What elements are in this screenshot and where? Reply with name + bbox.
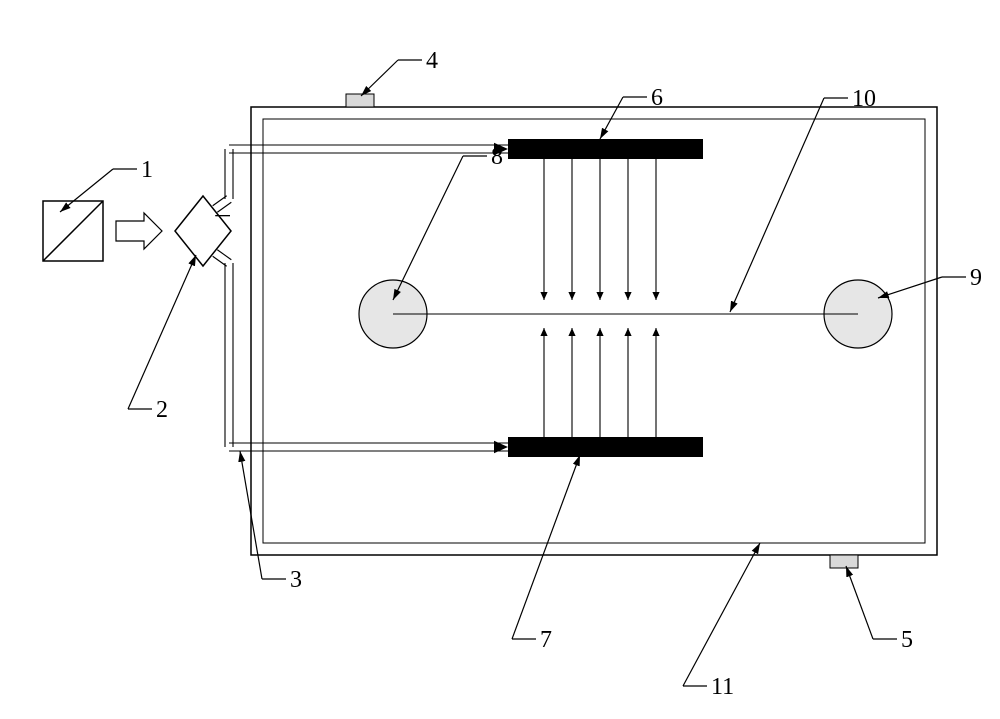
callout-label-1: 1 <box>141 157 153 183</box>
callout-label-11: 11 <box>711 674 734 700</box>
callout-11: 11 <box>683 543 760 700</box>
spray-arrows <box>540 159 659 437</box>
callout-5: 5 <box>846 566 913 653</box>
callout-label-9: 9 <box>970 265 982 291</box>
pipe <box>213 143 508 213</box>
callout-4: 4 <box>361 48 438 96</box>
callout-label-4: 4 <box>426 48 438 74</box>
emitter-top <box>508 139 703 159</box>
callout-label-2: 2 <box>156 397 168 423</box>
port-top <box>346 94 374 107</box>
callout-label-6: 6 <box>651 85 663 111</box>
callout-3: 3 <box>240 451 302 593</box>
callout-8: 8 <box>393 144 503 300</box>
splitter-diamond <box>175 196 231 266</box>
callout-9: 9 <box>878 265 982 298</box>
callout-label-7: 7 <box>540 627 552 653</box>
flow-arrow-icon <box>116 213 162 249</box>
callout-10: 10 <box>730 86 876 312</box>
callout-label-10: 10 <box>852 86 876 112</box>
callout-7: 7 <box>512 455 580 653</box>
port-bottom <box>830 555 858 568</box>
source-box <box>43 201 103 261</box>
callout-label-3: 3 <box>290 567 302 593</box>
emitter-bottom <box>508 437 703 457</box>
pipe <box>213 250 508 454</box>
callout-2: 2 <box>128 255 196 423</box>
callout-label-5: 5 <box>901 627 913 653</box>
callout-label-8: 8 <box>491 144 503 170</box>
callout-6: 6 <box>600 85 663 139</box>
